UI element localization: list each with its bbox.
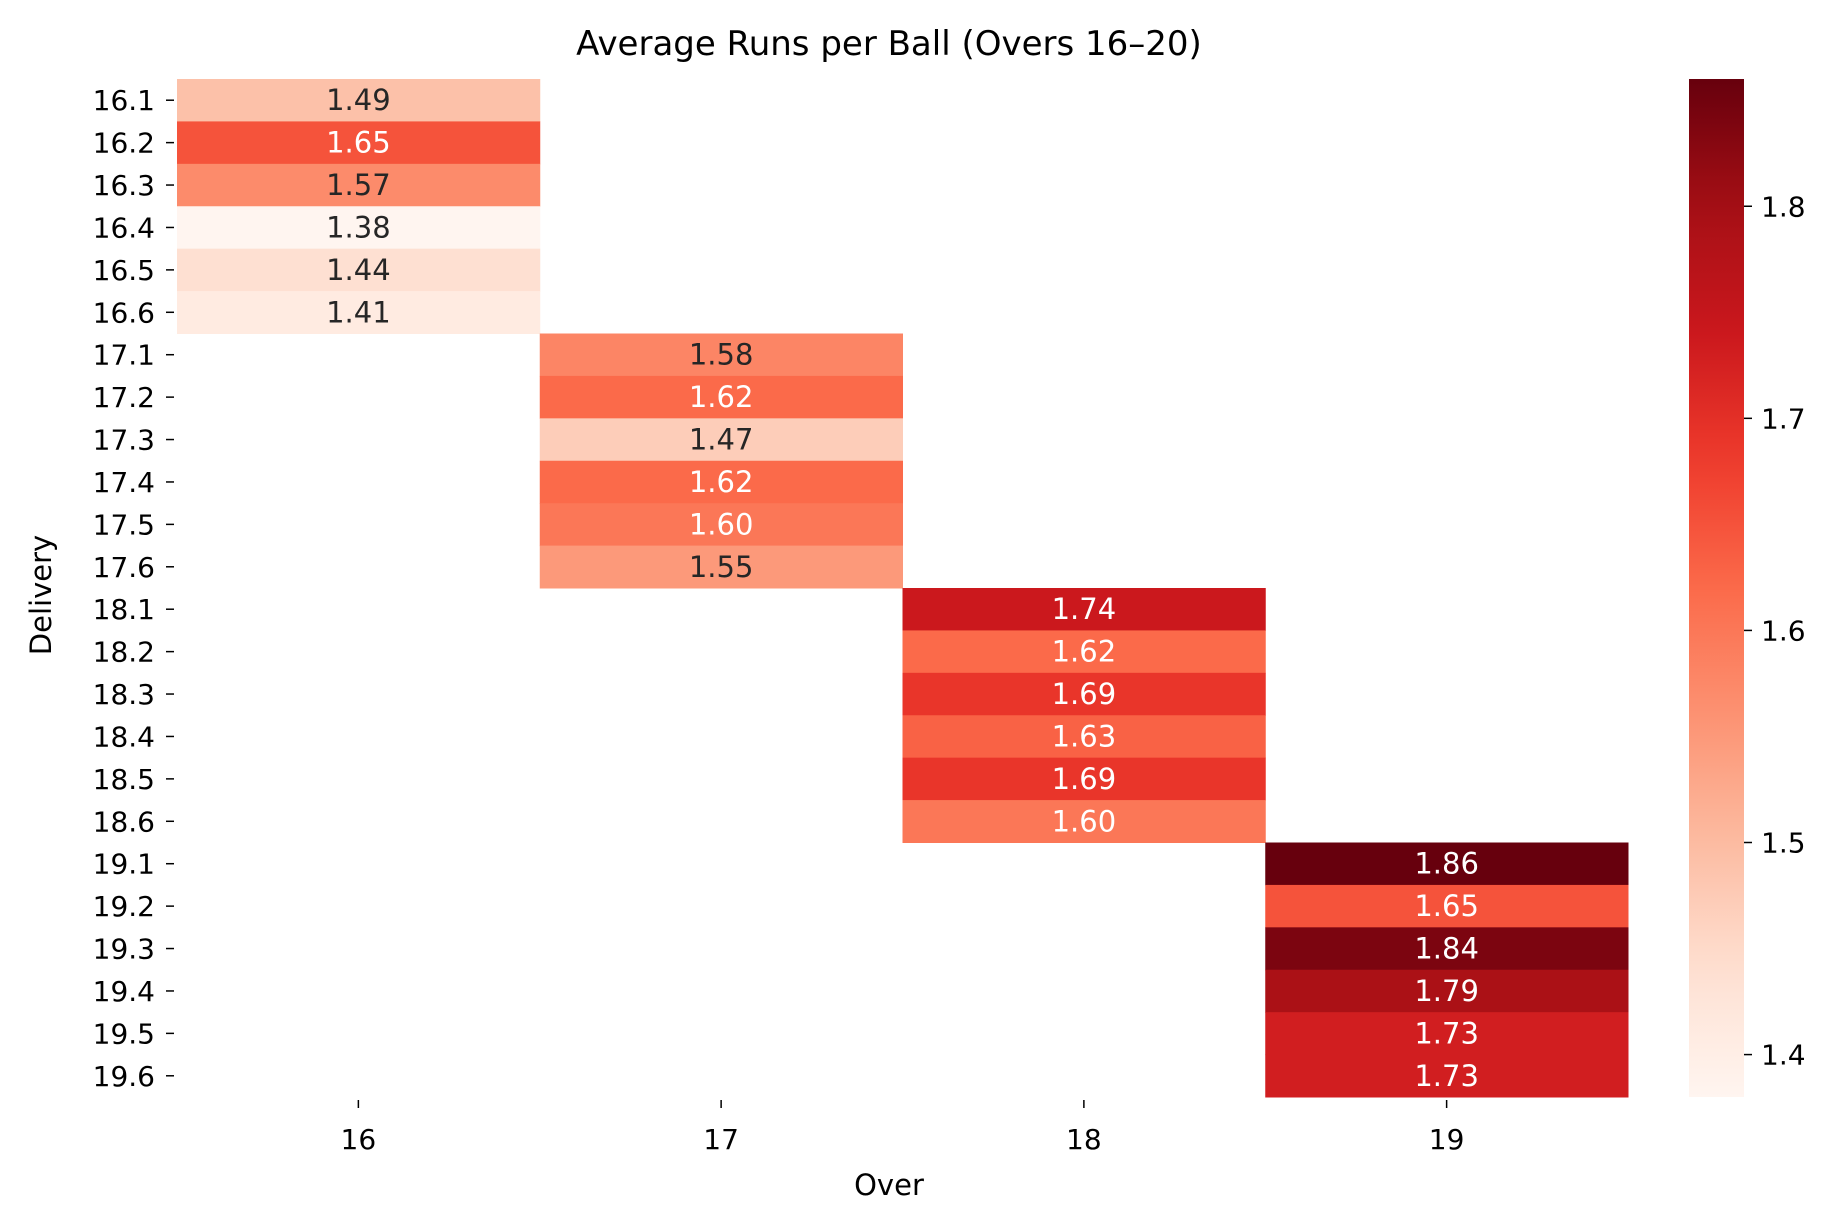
heatmap-cell (177, 206, 541, 250)
heatmap-cell (1265, 1012, 1629, 1056)
heatmap-cell (539, 545, 903, 589)
colorbar-gradient (1689, 79, 1744, 1097)
y-tick-label: 16.3 (93, 169, 155, 202)
heatmap-cells: 1.49 1.65 1.57 1.38 1.44 1.41 1.58 1.62 1.47 1.62… (177, 79, 1629, 1098)
x-tick-label: 17 (703, 1123, 739, 1156)
y-tick-label: 18.2 (93, 636, 155, 669)
cell-value-label: 1.79 (1414, 974, 1479, 1008)
heatmap-cell (177, 79, 541, 122)
cell-value-label: 1.73 (1414, 1016, 1479, 1050)
cell-value-label: 1.62 (689, 380, 754, 414)
y-tick-label: 19.1 (93, 848, 155, 881)
cell-value-label: 1.55 (689, 550, 754, 584)
x-axis-ticks: 16 17 18 19 (341, 1100, 1465, 1156)
heatmap-cell (1265, 969, 1629, 1013)
colorbar: 1.4 1.5 1.6 1.7 1.8 (1689, 79, 1806, 1097)
heatmap-cell (1265, 1054, 1629, 1098)
heatmap-cell (539, 503, 903, 547)
y-tick-label: 17.5 (93, 508, 155, 541)
y-tick-label: 18.5 (93, 763, 155, 796)
colorbar-tick-label: 1.6 (1761, 614, 1806, 647)
x-tick-label: 18 (1066, 1123, 1102, 1156)
cell-value-label: 1.86 (1414, 847, 1479, 881)
heatmap-cell (902, 715, 1266, 759)
y-axis-ticks: 16.1 16.2 16.3 16.4 16.5 16.6 17.1 17.2 17.3 17.4… (93, 84, 174, 1093)
x-tick-label: 19 (1429, 1123, 1465, 1156)
heatmap-cell (539, 375, 903, 419)
cell-value-label: 1.65 (326, 126, 391, 160)
y-tick-label: 16.6 (93, 296, 155, 329)
cell-value-label: 1.65 (1414, 889, 1479, 923)
cell-value-label: 1.57 (326, 168, 391, 202)
y-tick-label: 19.5 (93, 1017, 155, 1050)
heatmap-cell (539, 418, 903, 462)
cell-value-label: 1.60 (1052, 804, 1117, 838)
heatmap-cell (1265, 842, 1629, 886)
heatmap-cell (902, 630, 1266, 674)
cell-value-label: 1.62 (1052, 635, 1117, 669)
heatmap-cell (177, 291, 541, 334)
cell-value-label: 1.60 (689, 507, 754, 541)
colorbar-tick-label: 1.8 (1761, 190, 1806, 223)
y-tick-label: 19.6 (93, 1060, 155, 1093)
colorbar-tick-label: 1.7 (1761, 402, 1806, 435)
cell-value-label: 1.73 (1414, 1059, 1479, 1093)
cell-value-label: 1.62 (689, 465, 754, 499)
y-tick-label: 17.6 (93, 551, 155, 584)
heatmap-cell (177, 248, 541, 292)
heatmap-cell (539, 333, 903, 377)
colorbar-ticks: 1.4 1.5 1.6 1.7 1.8 (1744, 190, 1806, 1072)
y-tick-label: 17.1 (93, 339, 155, 372)
cell-value-label: 1.49 (326, 83, 391, 117)
cell-value-label: 1.69 (1052, 762, 1117, 796)
heatmap-cell (177, 121, 541, 165)
cell-value-label: 1.47 (689, 423, 754, 457)
cell-value-label: 1.44 (326, 253, 391, 287)
heatmap-cell (902, 588, 1266, 631)
y-tick-label: 18.1 (93, 593, 155, 626)
cell-value-label: 1.63 (1052, 719, 1117, 753)
x-axis-title: Over (854, 1168, 924, 1202)
y-tick-label: 16.5 (93, 254, 155, 287)
cell-value-label: 1.58 (689, 338, 754, 372)
heatmap-cell (902, 757, 1266, 801)
cell-value-label: 1.41 (326, 295, 391, 329)
heatmap-cell (539, 460, 903, 504)
y-tick-label: 19.3 (93, 933, 155, 966)
y-tick-label: 17.2 (93, 381, 155, 414)
cell-value-label: 1.38 (326, 210, 391, 244)
y-tick-label: 19.2 (93, 890, 155, 923)
y-axis-title: Delivery (24, 535, 58, 655)
y-tick-label: 16.2 (93, 127, 155, 160)
heatmap-cell (177, 163, 541, 207)
x-tick-label: 16 (341, 1123, 377, 1156)
heatmap-cell (902, 800, 1266, 843)
y-tick-label: 18.6 (93, 805, 155, 838)
y-tick-label: 19.4 (93, 975, 155, 1008)
heatmap-cell (1265, 927, 1629, 971)
y-tick-label: 17.3 (93, 424, 155, 457)
y-tick-label: 16.1 (93, 84, 155, 117)
colorbar-tick-label: 1.4 (1761, 1039, 1806, 1072)
y-tick-label: 18.3 (93, 678, 155, 711)
chart-title: Average Runs per Ball (Overs 16–20) (576, 24, 1202, 64)
heatmap-cell (902, 672, 1266, 716)
colorbar-tick-label: 1.5 (1761, 827, 1806, 860)
cell-value-label: 1.84 (1414, 932, 1479, 966)
y-tick-label: 16.4 (93, 211, 155, 244)
heatmap-cell (1265, 884, 1629, 928)
y-tick-label: 17.4 (93, 466, 155, 499)
cell-value-label: 1.74 (1052, 592, 1117, 626)
cell-value-label: 1.69 (1052, 677, 1117, 711)
y-tick-label: 18.4 (93, 720, 155, 753)
